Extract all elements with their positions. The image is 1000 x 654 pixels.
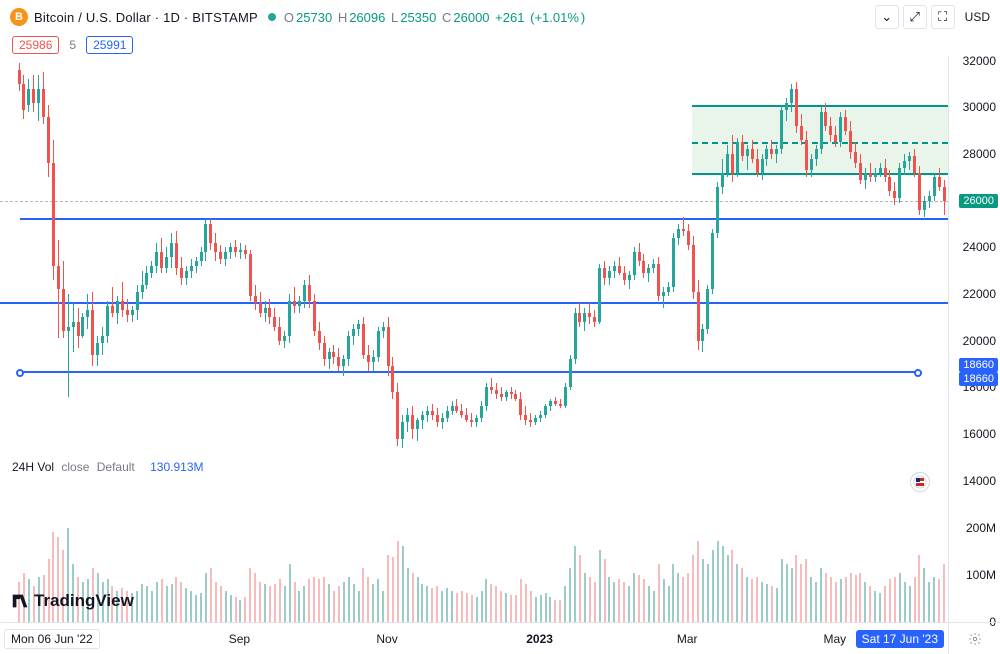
status-dot: [268, 13, 276, 21]
collapse-icon[interactable]: ⌄: [875, 5, 899, 29]
date-range-start: Mon 06 Jun '22: [4, 629, 100, 649]
settings-icon[interactable]: [948, 622, 1000, 654]
volume-label: 24H Vol close Default 130.913M: [12, 460, 203, 474]
badge-spread: 5: [69, 38, 76, 52]
flag-icon[interactable]: [910, 472, 930, 492]
pair-title[interactable]: Bitcoin / U.S. Dollar · 1D · BITSTAMP: [34, 10, 258, 25]
badge-bid: 25986: [12, 36, 59, 54]
bitcoin-icon: B: [10, 8, 28, 26]
tradingview-logo: TradingView: [10, 590, 134, 612]
chart-header: B Bitcoin / U.S. Dollar · 1D · BITSTAMP …: [0, 0, 1000, 34]
price-axis[interactable]: 1400016000180002000022000240002600028000…: [948, 56, 1000, 622]
currency-label: USD: [965, 10, 990, 24]
snapshot-icon[interactable]: ⤢: [903, 5, 927, 29]
fullscreen-icon[interactable]: ⛶: [931, 5, 955, 29]
ohlc-readout: O25730 H26096 L25350 C26000 +261 (+1.01%…: [284, 10, 587, 25]
date-range-end: Sat 17 Jun '23: [856, 630, 944, 648]
time-axis[interactable]: Mon 06 Jun '22 Sat 17 Jun '23 SepNov2023…: [0, 622, 948, 654]
badge-ask: 25991: [86, 36, 133, 54]
countdown-badges: 25986 5 25991: [0, 34, 1000, 56]
chart-area[interactable]: [0, 56, 948, 622]
